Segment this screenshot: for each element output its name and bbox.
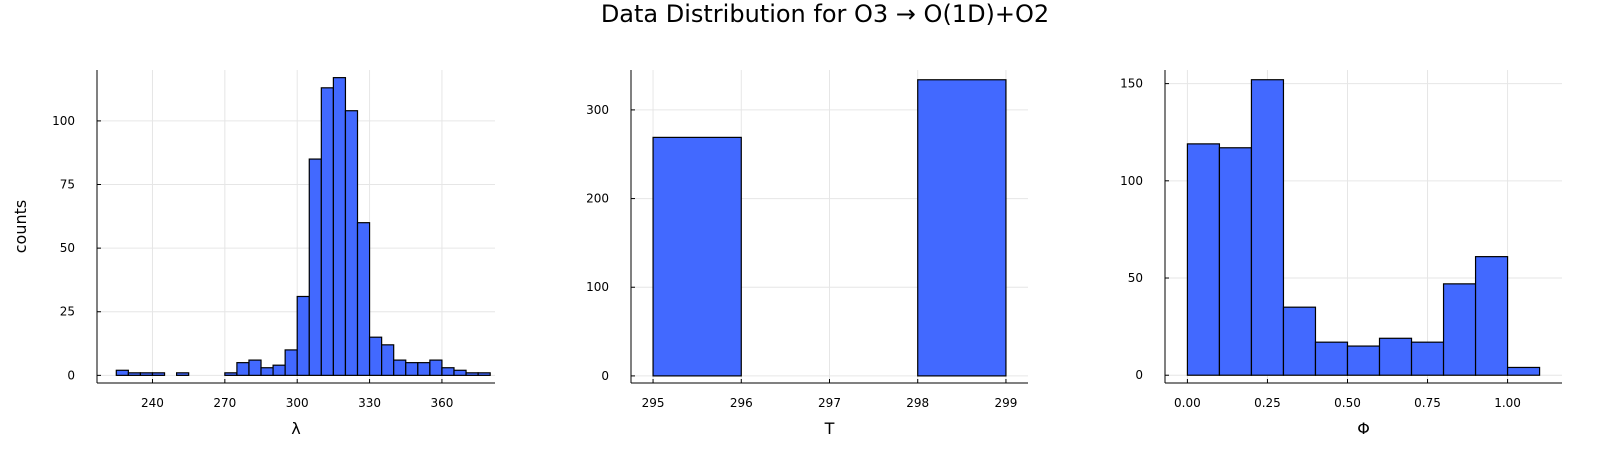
- phi-ytick-label: 100: [1120, 174, 1143, 188]
- phi-bar: [1474, 256, 1509, 376]
- lambda-bar: [368, 336, 383, 376]
- lambda-bar: [151, 372, 166, 376]
- lambda-bar: [115, 369, 129, 376]
- temperature-bar: [652, 136, 742, 377]
- lambda-bar: [296, 295, 310, 376]
- lambda-bar: [429, 359, 443, 376]
- temperature-bar: [917, 79, 1007, 377]
- lambda-ytick-label: 50: [60, 241, 75, 255]
- phi-bar: [1410, 341, 1445, 376]
- lambda-bar: [405, 362, 419, 376]
- lambda-bar: [417, 362, 431, 376]
- temperature-xtick-label: 295: [642, 396, 665, 410]
- lambda-ytick-label: 75: [60, 178, 75, 192]
- phi-bar: [1378, 337, 1413, 376]
- phi-xtick-label: 0.50: [1334, 396, 1361, 410]
- temperature-xtick-label: 298: [906, 396, 929, 410]
- lambda-xtick-label: 330: [358, 396, 381, 410]
- panel-temperature: 295 296 297 298 299 0 100 200 300 T: [586, 70, 1028, 438]
- lambda-bar: [381, 344, 395, 376]
- lambda-xtick-label: 270: [213, 396, 236, 410]
- lambda-bar: [356, 222, 371, 376]
- panel-phi: 0.00 0.25 0.50 0.75 1.00 0 50 100 150 Φ: [1120, 70, 1562, 438]
- lambda-xtick-label: 240: [141, 396, 164, 410]
- lambda-bar: [477, 372, 491, 376]
- temperature-xtick-label: 296: [730, 396, 753, 410]
- lambda-xlabel: λ: [291, 419, 300, 438]
- phi-bar: [1346, 345, 1381, 376]
- lambda-bar: [139, 372, 154, 376]
- phi-ytick-label: 0: [1135, 368, 1143, 382]
- lambda-bar: [320, 87, 334, 376]
- lambda-bar: [272, 364, 286, 376]
- lambda-ytick-label: 100: [52, 114, 75, 128]
- temperature-ytick-label: 200: [586, 192, 609, 206]
- phi-bar: [1218, 147, 1253, 376]
- lambda-bar: [176, 372, 190, 376]
- lambda-ytick-label: 25: [60, 305, 75, 319]
- lambda-bar: [284, 349, 298, 376]
- figure-title: Data Distribution for O3 → O(1D)+O2: [601, 0, 1049, 28]
- panel-lambda: 240 270 300 330 360 0 25 50 75 100 λ counts: [11, 70, 495, 438]
- phi-ytick-label: 50: [1128, 271, 1143, 285]
- phi-bar: [1442, 283, 1477, 376]
- phi-bar: [1282, 306, 1317, 376]
- temperature-xlabel: T: [824, 419, 835, 438]
- phi-xtick-label: 0.25: [1254, 396, 1281, 410]
- lambda-bar: [127, 372, 142, 376]
- temperature-xtick-label: 299: [994, 396, 1017, 410]
- temperature-ytick-label: 0: [601, 369, 609, 383]
- lambda-bar: [236, 362, 250, 376]
- lambda-ylabel: counts: [11, 200, 30, 253]
- lambda-bar: [224, 372, 238, 376]
- lambda-xtick-label: 360: [430, 396, 453, 410]
- lambda-bar: [465, 372, 479, 376]
- temperature-xtick-label: 297: [818, 396, 841, 410]
- temperature-ytick-label: 100: [586, 280, 609, 294]
- phi-xlabel: Φ: [1357, 419, 1370, 438]
- phi-bar: [1314, 341, 1349, 376]
- lambda-bar: [393, 359, 407, 376]
- lambda-bar: [260, 367, 274, 376]
- phi-bar: [1186, 143, 1221, 376]
- phi-bar: [1250, 79, 1285, 376]
- lambda-bar: [308, 158, 322, 376]
- lambda-bar: [453, 369, 467, 376]
- phi-xtick-label: 0.75: [1414, 396, 1441, 410]
- phi-xtick-label: 0.00: [1174, 396, 1201, 410]
- phi-ytick-label: 150: [1120, 77, 1143, 91]
- lambda-bar: [344, 110, 359, 376]
- lambda-bar: [441, 367, 455, 376]
- phi-bar: [1506, 366, 1541, 376]
- phi-xtick-label: 1.00: [1494, 396, 1521, 410]
- lambda-xtick-label: 300: [286, 396, 309, 410]
- lambda-ytick-label: 0: [67, 368, 75, 382]
- lambda-bar: [332, 77, 347, 376]
- lambda-bar: [248, 359, 262, 376]
- temperature-ytick-label: 300: [586, 103, 609, 117]
